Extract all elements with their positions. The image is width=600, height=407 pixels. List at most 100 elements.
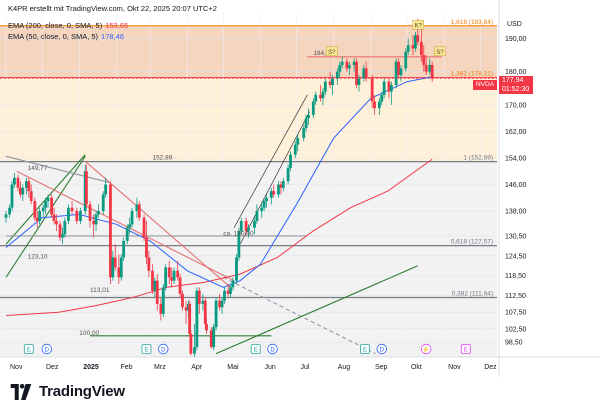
candle-body <box>209 330 213 348</box>
x-tick-label: Nov <box>10 364 23 371</box>
event-marker-label: E <box>254 347 258 353</box>
candle-body <box>135 204 139 212</box>
trend-line <box>16 170 235 282</box>
x-tick-label: Feb <box>120 364 132 371</box>
resistance-zone <box>0 25 497 78</box>
candle-body <box>109 184 112 278</box>
candle-body <box>25 181 28 188</box>
candle-body <box>416 35 420 42</box>
candle-body <box>184 307 188 311</box>
chart-annotation: 152,89 <box>152 155 172 162</box>
x-tick-label: Dez <box>484 364 497 371</box>
y-tick-label: 162,00 <box>505 129 527 136</box>
candle-body <box>355 61 358 85</box>
candle-body <box>29 191 33 202</box>
candle-body <box>113 257 117 268</box>
candle-body <box>21 187 25 195</box>
chart-annotation: 100,00 <box>79 330 99 337</box>
candle-body <box>262 201 266 208</box>
x-tick-label: 2025 <box>83 364 99 371</box>
ema200-value: 153,65 <box>105 21 129 30</box>
candle-body <box>411 45 415 49</box>
symbol-tag: NVDA <box>473 80 497 90</box>
candle-body <box>314 94 318 102</box>
flag-marker <box>434 46 446 57</box>
x-tick-label: Sep <box>375 364 388 371</box>
candle-body <box>377 101 381 109</box>
ema50-legend[interactable]: EMA (50, close, 0, SMA, 5) 178,46 <box>8 32 124 41</box>
candle-body <box>382 81 386 95</box>
fib-level-label: 0,382 (111,94) <box>452 290 493 297</box>
event-marker-label: D <box>45 347 50 353</box>
y-tick-label: 98,50 <box>505 340 523 347</box>
candle-body <box>4 214 8 218</box>
candle-body <box>255 211 259 221</box>
earnings-marker <box>460 344 471 354</box>
fib-level-label: 1,618 (193,84) <box>451 19 493 26</box>
candle-body <box>181 293 184 308</box>
x-tick-label: Mrz <box>154 364 166 371</box>
candle-body <box>364 68 368 79</box>
chart-annotation: 113,01 <box>90 287 110 294</box>
candle-body <box>289 154 292 168</box>
candle-body <box>167 267 171 278</box>
candle-body <box>38 211 42 221</box>
candle-body <box>279 184 283 188</box>
earnings-marker <box>141 344 152 354</box>
candle-body <box>161 287 165 314</box>
candle-body <box>197 290 201 304</box>
candle-body <box>212 327 216 348</box>
candle-body <box>41 207 45 212</box>
candle-body <box>61 234 64 238</box>
candle-body <box>357 78 361 85</box>
candle-body <box>419 41 423 56</box>
candle-body <box>269 191 273 198</box>
x-tick-label: Jun <box>265 364 276 371</box>
last-price: 177,94 <box>502 77 524 84</box>
dividend-marker <box>267 343 278 355</box>
candle-body <box>413 35 417 49</box>
candle-body <box>147 257 151 271</box>
earnings-marker <box>360 344 370 354</box>
candle-body <box>119 257 123 278</box>
candle-body <box>226 290 230 294</box>
candle-body <box>244 220 248 231</box>
candle-body <box>46 197 50 202</box>
candle-body <box>231 280 235 288</box>
fib-level-label: 0,618 (127,57) <box>451 239 493 246</box>
y-axis-unit: USD <box>507 21 522 28</box>
candle-body <box>137 204 141 218</box>
y-tick-label: 190,00 <box>505 36 527 43</box>
candle-body <box>389 84 393 92</box>
candle-body <box>430 65 434 79</box>
chart-source: K4PR erstellt mit TradingView.com, Okt 2… <box>8 4 217 13</box>
earnings-marker <box>250 344 261 354</box>
ema200-label: EMA (200, close, 0, SMA, 5) <box>8 21 103 30</box>
candle-body <box>35 217 39 221</box>
y-tick-label: 130,50 <box>505 233 527 240</box>
candle-body <box>319 94 322 99</box>
candle-body <box>387 81 391 92</box>
ema50-value: 178,46 <box>101 32 124 41</box>
candle-body <box>101 194 105 212</box>
candle-body <box>362 68 366 79</box>
candle-body <box>428 65 432 72</box>
candle-body <box>88 204 92 221</box>
candle-body <box>188 303 192 334</box>
candle-body <box>176 270 180 278</box>
earnings-marker <box>23 344 34 354</box>
chart-annotation: 149,77 <box>28 165 48 172</box>
event-marker-label: D <box>270 347 275 353</box>
y-tick-label: 154,00 <box>505 155 527 162</box>
candle-body <box>70 207 74 212</box>
candle-body <box>193 347 196 354</box>
tradingview-logo[interactable]: TradingView <box>8 383 125 400</box>
candle-body <box>253 220 256 228</box>
candle-body <box>205 323 208 331</box>
candle-body <box>293 144 297 155</box>
ema200-legend[interactable]: EMA (200, close, 0, SMA, 5) 153,65 <box>8 21 128 30</box>
candle-body <box>345 61 349 69</box>
candle-body <box>214 300 218 328</box>
candle-body <box>203 300 207 324</box>
